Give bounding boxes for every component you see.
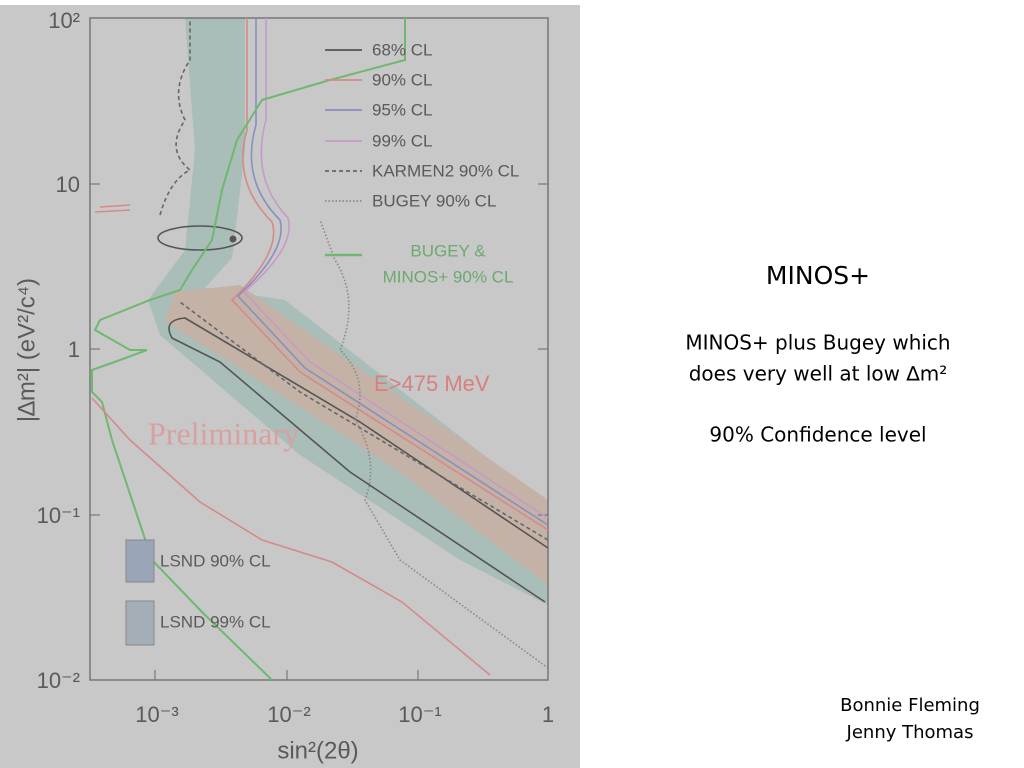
annotation: LSND 90% CL (160, 551, 271, 570)
cl90 (230, 18, 549, 531)
y-tick-label: 10² (48, 8, 80, 33)
legend-label: MINOS+ 90% CL (383, 267, 514, 286)
cl90-left (94, 204, 131, 213)
x-tick-label: 10⁻¹ (398, 702, 441, 727)
legend-label: 99% CL (372, 131, 432, 150)
y-axis-label: |∆m²| (eV²/c⁴) (13, 278, 40, 422)
y-tick-label: 10 (56, 172, 80, 197)
x-tick-label: 10⁻² (267, 702, 310, 727)
legend-swatches (325, 49, 362, 257)
bugey-minos (91, 18, 406, 681)
lsnd90-box (125, 539, 155, 583)
bugey (319, 219, 549, 669)
body-text: does very well at low ∆m² (689, 362, 948, 386)
legend-label: BUGEY & (410, 241, 486, 260)
y-tick-label: 10⁻¹ (37, 503, 80, 528)
body-text: 90% Confidence level (709, 423, 926, 447)
cl68 (168, 317, 549, 603)
slide-title: MINOS+ (766, 261, 870, 290)
legend-label: BUGEY 90% CL (372, 191, 496, 210)
legend-label: 95% CL (372, 100, 432, 119)
annotation: E>475 MeV (374, 371, 490, 396)
annotation: Preliminary (148, 415, 299, 451)
author: Jenny Thomas (846, 722, 974, 743)
body-text: MINOS+ plus Bugey which (685, 331, 950, 355)
contours (91, 18, 549, 681)
legend-label: 68% CL (372, 40, 432, 59)
legend-label: KARMEN2 90% CL (372, 161, 519, 180)
x-tick-label: 10⁻³ (135, 702, 178, 727)
author: Bonnie Fleming (840, 695, 980, 716)
lower-limit (91, 397, 491, 676)
best-fit (229, 235, 237, 243)
axis-ticks (90, 183, 548, 680)
figure: 10² 10 1 10⁻¹ 10⁻² 10⁻³ 10⁻² 10⁻¹ 1 sin²… (13, 8, 554, 765)
y-tick-label: 10⁻² (37, 668, 80, 693)
cl99 (242, 18, 549, 519)
legend-label: 90% CL (372, 70, 432, 89)
annotation: LSND 99% CL (160, 612, 271, 631)
x-tick-label: 1 (542, 702, 554, 727)
x-axis-label: sin²(2θ) (277, 737, 358, 764)
band-inner (165, 285, 548, 585)
cl95 (236, 18, 549, 526)
karmen (159, 18, 549, 541)
y-tick-label: 1 (68, 337, 80, 362)
lsnd99-box (125, 600, 155, 646)
cl68-island (157, 225, 243, 251)
